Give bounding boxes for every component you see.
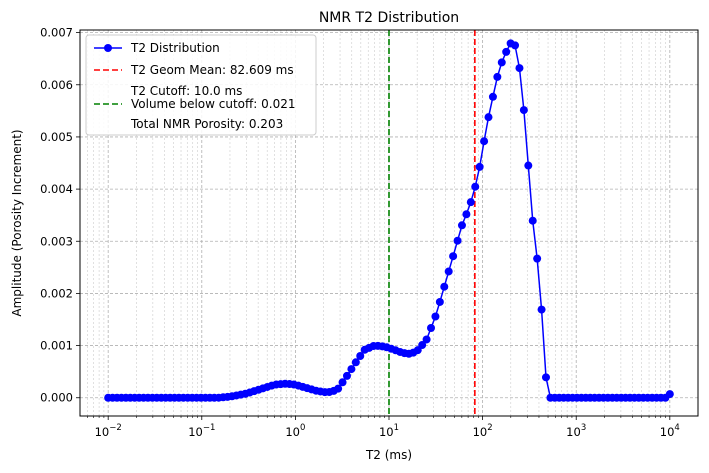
data-point (484, 113, 493, 122)
data-point (533, 254, 542, 263)
data-point (462, 210, 471, 219)
legend-label: T2 Cutoff: 10.0 ms (130, 84, 242, 98)
legend-label: Total NMR Porosity: 0.203 (130, 117, 283, 131)
data-point (453, 236, 462, 245)
data-point (435, 297, 444, 306)
data-point (440, 282, 449, 291)
reference-lines (388, 30, 476, 416)
data-point (511, 41, 520, 50)
y-tick-label: 0.005 (40, 130, 73, 144)
data-point (418, 341, 427, 350)
data-point (466, 198, 475, 207)
data-point (351, 358, 360, 367)
series-t2-distribution (104, 39, 674, 402)
data-point (480, 137, 489, 146)
data-point (665, 390, 674, 399)
y-tick-label: 0.003 (40, 234, 73, 248)
data-point (347, 365, 356, 374)
data-point (524, 161, 533, 170)
data-point (356, 352, 365, 360)
y-tick-label: 0.007 (40, 26, 73, 40)
data-point (493, 72, 502, 81)
data-point (541, 373, 550, 382)
y-tick-label: 0.004 (40, 182, 73, 196)
y-tick-label: 0.002 (40, 286, 73, 300)
data-point (488, 92, 497, 101)
x-tick-label: 101 (379, 423, 399, 439)
data-point (497, 58, 506, 67)
legend: T2 Distribution T2 Geom Mean: 82.609 ms T2… (85, 34, 317, 136)
y-tick-label: 0.006 (40, 78, 73, 92)
data-point (427, 323, 436, 332)
data-point (515, 64, 524, 73)
data-point (537, 305, 546, 314)
data-point (502, 47, 511, 56)
y-axis-label: Amplitude (Porosity Increment) (10, 129, 24, 316)
legend-label: T2 Distribution (130, 41, 220, 55)
data-point (444, 267, 453, 276)
x-tick-label: 10−1 (188, 423, 215, 439)
x-axis-ticks: 10−2 10−1 100 101 102 103 104 (87, 416, 680, 439)
data-point (449, 252, 458, 261)
data-point (457, 221, 466, 230)
x-tick-label: 10−2 (95, 423, 122, 439)
legend-label: Volume below cutoff: 0.021 (131, 97, 295, 111)
data-point (422, 335, 431, 344)
data-point (334, 384, 343, 393)
data-point (342, 371, 351, 380)
y-axis-ticks: 0.000 0.001 0.002 0.003 0.004 0.005 0.006 0.007 (40, 26, 80, 405)
x-tick-label: 104 (660, 423, 680, 439)
data-point (338, 378, 347, 387)
data-point (431, 312, 440, 321)
legend-swatch-marker (104, 44, 112, 52)
data-point (475, 162, 484, 171)
legend-box (85, 34, 317, 136)
data-point (519, 106, 528, 115)
legend-label: T2 Geom Mean: 82.609 ms (130, 63, 294, 77)
x-tick-label: 102 (473, 423, 493, 439)
data-point (471, 182, 480, 191)
y-tick-label: 0.001 (40, 339, 73, 353)
data-point (528, 216, 537, 225)
x-axis-label: T2 (ms) (365, 448, 412, 462)
y-tick-label: 0.000 (40, 391, 73, 405)
chart-title: NMR T2 Distribution (319, 10, 459, 26)
x-tick-label: 100 (285, 423, 305, 439)
x-tick-label: 103 (566, 423, 586, 439)
